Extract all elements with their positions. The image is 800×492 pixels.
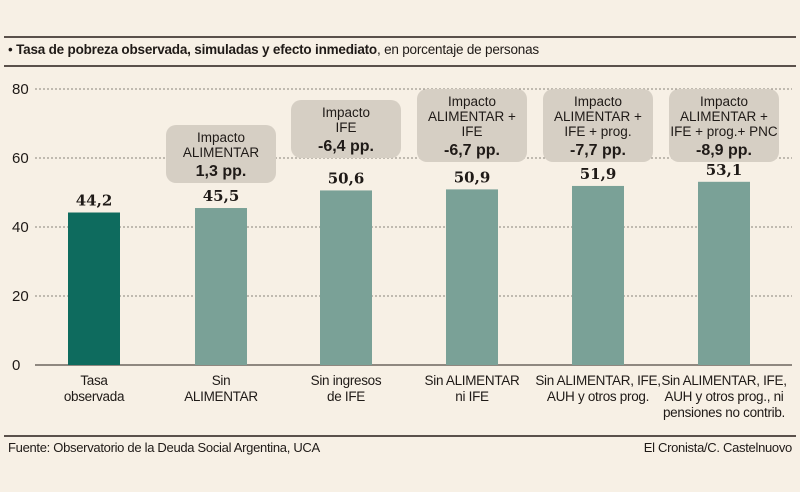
impact-callout-text: ALIMENTAR +: [428, 109, 516, 124]
category-label: Sin: [212, 373, 231, 388]
impact-callout-value: -6,4 pp.: [318, 138, 374, 155]
impact-callout-box: [166, 125, 276, 183]
y-tick-label: 60: [12, 150, 29, 167]
impact-callout-text: Impacto: [574, 94, 622, 109]
y-tick-label: 20: [12, 288, 29, 305]
category-label: Sin ALIMENTAR, IFE,: [535, 373, 660, 388]
bar: [572, 185, 624, 365]
impact-callout-text: Impacto: [322, 105, 370, 120]
impact-callout-value: -7,7 pp.: [570, 142, 626, 159]
category-label: observada: [64, 389, 125, 404]
impact-callout-box: [417, 89, 527, 162]
title-rule: [4, 65, 796, 67]
bar-value-label: 51,9: [580, 165, 617, 183]
impact-callout-text: IFE + prog.+ PNC: [670, 124, 778, 139]
impact-callout-text: IFE: [461, 124, 482, 139]
credit-note: El Cronista/C. Castelnuovo: [643, 440, 793, 455]
footer-rule: [4, 435, 796, 437]
bar: [446, 189, 498, 365]
category-label: AUH y otros prog.: [547, 389, 649, 404]
impact-callout-box: [669, 89, 779, 162]
category-label: Tasa: [80, 373, 108, 388]
impact-callout-box: [291, 100, 401, 158]
top-rule: [4, 36, 796, 38]
bar-value-label: 50,6: [328, 169, 365, 187]
bar-value-label: 50,9: [454, 168, 491, 186]
bar-value-label: 45,5: [203, 187, 240, 205]
impact-callout-text: Impacto: [448, 94, 496, 109]
impact-callout-box: [543, 89, 653, 162]
category-label: AUH y otros prog., ni: [665, 389, 784, 404]
category-label: pensiones no contrib.: [663, 405, 785, 420]
y-tick-label: 0: [12, 357, 20, 374]
category-label: de IFE: [327, 389, 365, 404]
impact-callout-text: IFE + prog.: [564, 124, 631, 139]
source-note: Fuente: Observatorio de la Deuda Social …: [8, 440, 320, 455]
impact-callout-value: -6,7 pp.: [444, 142, 500, 159]
category-label: Sin ALIMENTAR: [425, 373, 520, 388]
bar: [195, 208, 247, 365]
category-label: Sin ingresos: [311, 373, 382, 388]
bar-value-label: 44,2: [76, 192, 113, 210]
bar: [698, 181, 750, 365]
title-bold: Tasa de pobreza observada, simuladas y e…: [16, 42, 377, 57]
impact-callout-text: ALIMENTAR +: [680, 109, 768, 124]
title-rest: , en porcentaje de personas: [376, 42, 539, 57]
bar-value-label: 53,1: [706, 161, 743, 179]
chart-title: • Tasa de pobreza observada, simuladas y…: [8, 42, 539, 57]
category-label: ni IFE: [455, 389, 489, 404]
impact-callout-text: Impacto: [197, 130, 245, 145]
bar: [68, 212, 120, 365]
y-tick-label: 40: [12, 219, 29, 236]
title-bullet: •: [8, 42, 13, 57]
bar: [320, 190, 372, 365]
impact-callout-text: ALIMENTAR +: [554, 109, 642, 124]
impact-callout-text: Impacto: [700, 94, 748, 109]
impact-callout-text: IFE: [335, 120, 356, 135]
category-label: Sin ALIMENTAR, IFE,: [661, 373, 786, 388]
impact-callout-text: ALIMENTAR: [183, 145, 260, 160]
impact-callout-value: -8,9 pp.: [696, 142, 752, 159]
y-tick-label: 80: [12, 81, 29, 98]
category-label: ALIMENTAR: [184, 389, 258, 404]
impact-callout-value: 1,3 pp.: [196, 163, 247, 180]
